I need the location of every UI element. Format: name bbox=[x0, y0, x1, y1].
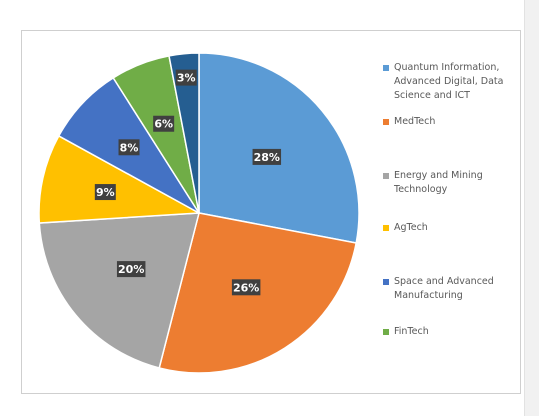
legend-label-space: Space and Advanced Manufacturing bbox=[394, 276, 494, 301]
legend-label-agtech: AgTech bbox=[394, 222, 428, 233]
data-label-text: 26% bbox=[233, 281, 259, 294]
pie-slice-energy bbox=[38, 212, 200, 369]
legend-swatch-agtech bbox=[383, 225, 389, 231]
data-label-energy: 20% bbox=[116, 261, 146, 278]
data-label-other: 3% bbox=[175, 69, 197, 86]
data-label-text: 9% bbox=[96, 186, 115, 199]
pie-slices bbox=[38, 52, 360, 374]
data-label-box bbox=[175, 69, 197, 86]
pie-slice-quantum bbox=[198, 52, 360, 244]
data-label-box bbox=[153, 115, 175, 132]
data-label-text: 6% bbox=[154, 118, 173, 131]
legend-swatch-medtech bbox=[383, 119, 389, 125]
legend-label-energy: Energy and Mining Technology bbox=[394, 170, 483, 195]
legend-item-medtech: MedTech bbox=[383, 115, 523, 129]
data-label-text: 8% bbox=[120, 141, 139, 154]
data-label-box bbox=[252, 148, 282, 165]
data-label-box bbox=[231, 279, 261, 296]
data-label-box bbox=[116, 261, 146, 278]
data-label-box bbox=[118, 139, 140, 156]
data-label-medtech: 26% bbox=[231, 279, 261, 296]
data-label-text: 20% bbox=[118, 263, 144, 276]
legend-item-quantum: Quantum Information, Advanced Digital, D… bbox=[383, 61, 523, 103]
legend-item-space: Space and Advanced Manufacturing bbox=[383, 275, 523, 303]
data-label-box bbox=[94, 184, 116, 201]
scrollbar-track[interactable] bbox=[524, 0, 539, 416]
pie-slice-other bbox=[168, 52, 200, 214]
legend-swatch-energy bbox=[383, 173, 389, 179]
legend-item-agtech: AgTech bbox=[383, 221, 523, 235]
data-label-text: 28% bbox=[254, 151, 280, 164]
data-label-space: 8% bbox=[118, 139, 140, 156]
data-label-fintech: 6% bbox=[153, 115, 175, 132]
data-label-agtech: 9% bbox=[94, 184, 116, 201]
data-label-text: 3% bbox=[177, 72, 196, 85]
data-label-quantum: 28% bbox=[252, 148, 282, 165]
legend-item-fintech: FinTech bbox=[383, 325, 523, 339]
legend-item-energy: Energy and Mining Technology bbox=[383, 169, 523, 197]
pie-slice-agtech bbox=[38, 134, 202, 224]
legend-label-fintech: FinTech bbox=[394, 326, 429, 337]
legend-label-medtech: MedTech bbox=[394, 116, 436, 127]
pie-data-labels: 28% 26% 20% 9% 8% 6% 3% bbox=[94, 69, 282, 296]
legend-swatch-space bbox=[383, 279, 389, 285]
legend-label-quantum: Quantum Information, Advanced Digital, D… bbox=[394, 62, 504, 101]
legend-swatch-quantum bbox=[383, 65, 389, 71]
legend-swatch-fintech bbox=[383, 329, 389, 335]
pie-chart: 28% 26% 20% 9% 8% 6% 3% bbox=[38, 52, 360, 374]
chart-frame: 28% 26% 20% 9% 8% 6% 3% Quantum Information, A… bbox=[21, 30, 521, 394]
